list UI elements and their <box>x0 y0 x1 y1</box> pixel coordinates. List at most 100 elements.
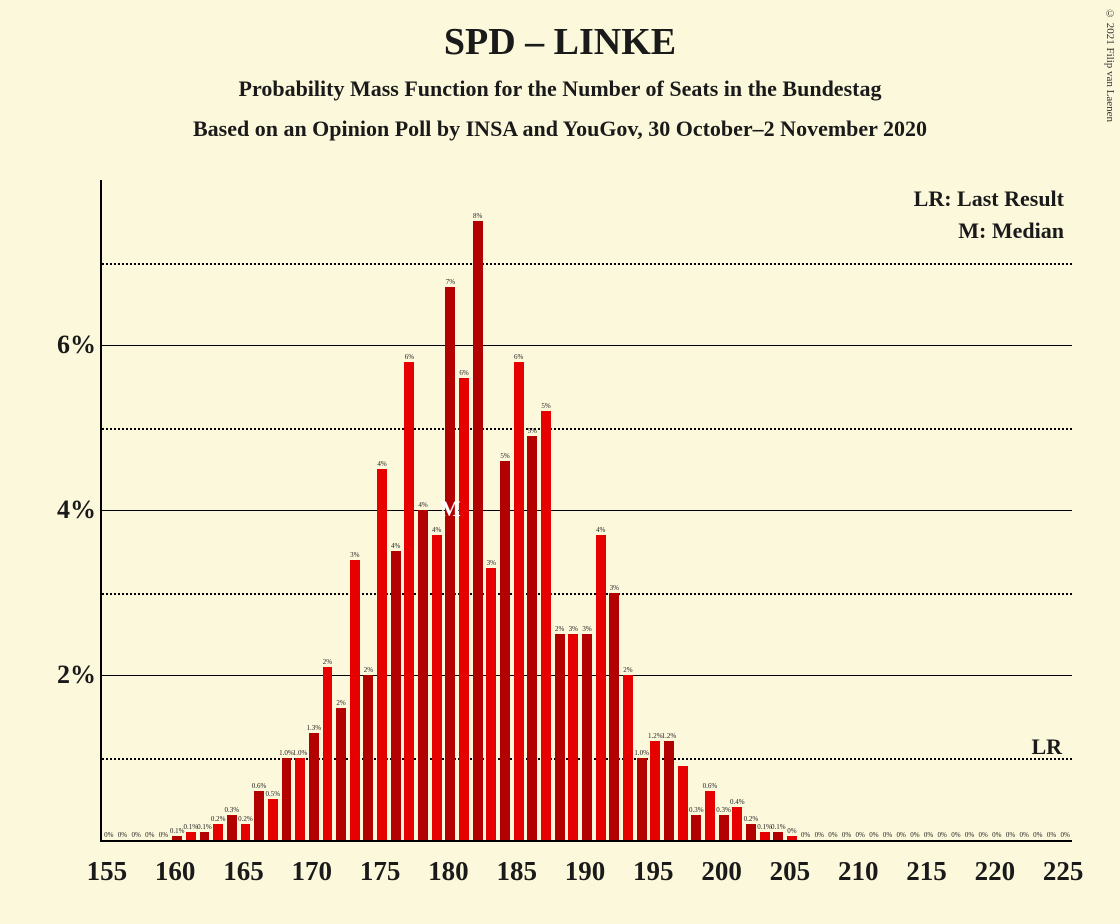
bar-value-label: 1.2% <box>648 732 663 740</box>
bar: 2% <box>623 675 633 840</box>
bar: 5% <box>500 461 510 841</box>
bar: 0.2% <box>241 824 251 841</box>
x-axis-label: 215 <box>906 856 947 887</box>
bar-value-label: 0.1% <box>771 823 786 831</box>
x-axis-label: 220 <box>975 856 1016 887</box>
bar-value-label: 2% <box>364 666 373 674</box>
bar-value-label: 0% <box>965 831 974 839</box>
bar: 0.3% <box>719 815 729 840</box>
bar-value-label: 5% <box>541 402 550 410</box>
bar-value-label: 6% <box>514 353 523 361</box>
bar: 1.2% <box>650 741 660 840</box>
bar-value-label: 0% <box>828 831 837 839</box>
y-axis-label: 6% <box>57 330 102 360</box>
bar: 5% <box>541 411 551 840</box>
bar <box>678 766 688 840</box>
bar: 0.1% <box>186 832 196 840</box>
x-axis-label: 180 <box>428 856 469 887</box>
bar: 4% <box>432 535 442 840</box>
chart-title: SPD – LINKE <box>0 20 1120 64</box>
chart-area: LR: Last Result M: Median 2%4%6%0%0%0%0%… <box>60 180 1080 840</box>
bar-value-label: 0% <box>131 831 140 839</box>
bar-value-label: 0% <box>787 827 796 835</box>
bar-value-label: 0% <box>1060 831 1069 839</box>
bar-value-label: 6% <box>405 353 414 361</box>
bar-value-label: 0% <box>159 831 168 839</box>
bar-value-label: 5% <box>500 452 509 460</box>
bar: 0.2% <box>746 824 756 841</box>
bar: 4% <box>391 551 401 840</box>
bar: 0.1% <box>200 832 210 840</box>
bar-value-label: 3% <box>569 625 578 633</box>
bar-value-label: 2% <box>623 666 632 674</box>
bar-value-label: 0% <box>1019 831 1028 839</box>
bar-value-label: 0.5% <box>265 790 280 798</box>
bar-value-label: 0% <box>951 831 960 839</box>
bar: 0% <box>787 836 797 840</box>
bar: 0.3% <box>227 815 237 840</box>
bar-value-label: 0% <box>992 831 1001 839</box>
bar: 7% <box>445 287 455 840</box>
x-axis-label: 190 <box>565 856 606 887</box>
bar: 0.4% <box>732 807 742 840</box>
bar-value-label: 0.6% <box>703 782 718 790</box>
bar-value-label: 0% <box>118 831 127 839</box>
copyright-text: © 2021 Filip van Laenen <box>1104 8 1116 122</box>
x-axis-label: 155 <box>87 856 128 887</box>
bar-value-label: 0.4% <box>730 798 745 806</box>
bar-value-label: 0% <box>938 831 947 839</box>
bar-value-label: 0.1% <box>183 823 198 831</box>
bar: 4% <box>418 510 428 840</box>
chart-subtitle-1: Probability Mass Function for the Number… <box>0 76 1120 102</box>
bar-value-label: 8% <box>473 212 482 220</box>
bar: 3% <box>609 593 619 841</box>
bar-value-label: 0% <box>815 831 824 839</box>
bar: 2% <box>363 675 373 840</box>
bar: 3% <box>486 568 496 840</box>
bar-value-label: 2% <box>555 625 564 633</box>
bar-value-label: 4% <box>377 460 386 468</box>
bar-value-label: 0.1% <box>170 827 185 835</box>
bars-container: 0%0%0%0%0%0.1%0.1%0.1%0.2%0.3%0.2%0.6%0.… <box>102 180 1072 840</box>
bar: 2% <box>336 708 346 840</box>
bar: 1.0% <box>282 758 292 841</box>
bar: 0.2% <box>213 824 223 841</box>
bar: 4% <box>377 469 387 840</box>
bar-value-label: 2% <box>323 658 332 666</box>
bar-value-label: 3% <box>487 559 496 567</box>
bar: 3% <box>350 560 360 841</box>
x-axis-label: 200 <box>701 856 742 887</box>
bar: 6% <box>459 378 469 840</box>
x-axis-label: 205 <box>770 856 811 887</box>
bar: 8% <box>473 221 483 840</box>
bar: 0.3% <box>691 815 701 840</box>
bar-value-label: 0% <box>869 831 878 839</box>
bar: 1.2% <box>664 741 674 840</box>
bar: 0.1% <box>760 832 770 840</box>
bar: 0.1% <box>172 836 182 840</box>
bar-value-label: 1.0% <box>279 749 294 757</box>
bar-value-label: 2% <box>336 699 345 707</box>
bar-value-label: 3% <box>610 584 619 592</box>
bar-value-label: 4% <box>596 526 605 534</box>
bar: 6% <box>404 362 414 841</box>
bar: 0.5% <box>268 799 278 840</box>
x-axis-label: 165 <box>223 856 264 887</box>
bar: 3% <box>582 634 592 840</box>
bar-value-label: 0.6% <box>252 782 267 790</box>
bar-value-label: 0% <box>1047 831 1056 839</box>
x-axis-label: 195 <box>633 856 674 887</box>
bar: 0.6% <box>705 791 715 841</box>
bar-value-label: 3% <box>350 551 359 559</box>
bar-value-label: 1.3% <box>306 724 321 732</box>
bar-value-label: 7% <box>446 278 455 286</box>
bar: 5% <box>527 436 537 840</box>
bar: 2% <box>555 634 565 840</box>
bar-value-label: 0% <box>104 831 113 839</box>
bar: 0.6% <box>254 791 264 841</box>
bar: 6% <box>514 362 524 841</box>
bar-value-label: 3% <box>582 625 591 633</box>
bar-value-label: 4% <box>432 526 441 534</box>
bar: 2% <box>323 667 333 840</box>
bar: 1.3% <box>309 733 319 840</box>
